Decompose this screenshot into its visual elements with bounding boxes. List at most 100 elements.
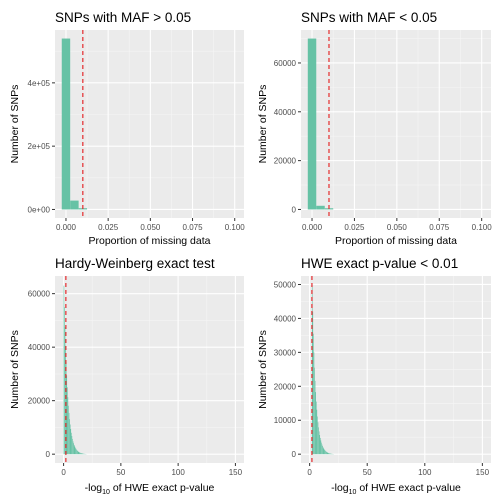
histogram-bar — [71, 432, 72, 455]
y-tick-label: 60000 — [274, 59, 297, 68]
histogram-bar — [69, 419, 70, 455]
y-tick-label: 0e+00 — [28, 205, 51, 214]
histogram-bar — [76, 450, 78, 455]
histogram-bar — [324, 449, 325, 455]
histogram-bar — [72, 438, 73, 455]
histogram-bar — [314, 380, 316, 455]
x-tick-label: 0.025 — [344, 223, 365, 232]
histogram-bar — [320, 437, 321, 455]
x-tick-label: 100 — [171, 468, 185, 477]
chart-title: SNPs with MAF > 0.05 — [55, 10, 191, 25]
y-tick-label: 0 — [292, 450, 297, 459]
plot-background — [301, 30, 491, 218]
histogram-bar — [77, 451, 79, 455]
x-tick-label: 0.000 — [56, 223, 77, 232]
x-axis-title: Proportion of missing data — [89, 235, 211, 247]
y-tick-label: 40000 — [28, 343, 51, 352]
histogram-bar — [63, 285, 65, 455]
histogram-bar — [316, 409, 318, 455]
y-axis-title: Number of SNPs — [257, 330, 269, 409]
histogram-bar — [70, 429, 72, 455]
x-axis-title-suffix: of HWE exact p-value — [110, 482, 215, 494]
histogram-bar — [72, 441, 74, 455]
x-axis-title-suffix: of HWE exact p-value — [356, 482, 461, 494]
histogram-bar — [321, 444, 323, 455]
chart-title: HWE exact p-value < 0.01 — [301, 256, 458, 271]
histogram-bar — [64, 327, 66, 455]
histogram-bar — [317, 422, 319, 455]
x-axis-title-prefix: -log — [85, 482, 103, 494]
histogram-bar — [79, 452, 80, 455]
histogram-bar — [68, 405, 69, 455]
y-tick-label: 60000 — [28, 290, 51, 299]
histogram-bar — [325, 451, 327, 455]
chart-title: Hardy-Weinberg exact test — [55, 256, 215, 271]
y-tick-label: 2e+05 — [28, 142, 51, 151]
histogram-bar — [330, 453, 331, 455]
y-tick-label: 20000 — [28, 397, 51, 406]
y-tick-label: 20000 — [274, 382, 297, 391]
histogram-bar — [316, 205, 325, 210]
histogram-bar — [323, 448, 325, 455]
x-axis-title: -log10 of HWE exact p-value — [85, 482, 215, 496]
histogram-bar — [71, 435, 73, 455]
histogram-bar — [65, 361, 67, 455]
chart-title: SNPs with MAF < 0.05 — [301, 10, 437, 25]
histogram-bar — [315, 401, 317, 455]
histogram-bar — [77, 450, 78, 455]
histogram-bar — [313, 352, 315, 455]
histogram-bar — [66, 375, 68, 455]
y-tick-label: 4e+05 — [28, 79, 51, 88]
histogram-bar — [326, 451, 327, 455]
histogram-bar — [67, 387, 68, 455]
x-tick-label: 0.100 — [472, 223, 493, 232]
x-tick-label: 150 — [476, 468, 490, 477]
histogram-bar — [70, 200, 79, 210]
histogram-bar — [312, 311, 314, 455]
histogram-bar — [329, 453, 331, 455]
chart-panel-1: 0.000 0.025 0.050 0.075 0.100 0e+00 2e+05 4e+05… — [9, 10, 245, 247]
histogram-bar — [80, 452, 81, 455]
y-tick-label: 10000 — [274, 416, 297, 425]
y-tick-label: 50000 — [274, 280, 297, 289]
y-axis-title: Number of SNPs — [257, 85, 269, 164]
histogram-bar — [319, 435, 321, 455]
histogram-bar — [314, 367, 315, 455]
histogram-bar — [78, 451, 80, 455]
histogram-bar — [81, 453, 82, 455]
histogram-bar — [317, 416, 318, 455]
histogram-bar — [75, 447, 76, 455]
x-tick-label: 0.000 — [302, 223, 323, 232]
histogram-bar — [313, 333, 314, 455]
x-axis-title: -log10 of HWE exact p-value — [331, 482, 461, 496]
histogram-bar — [320, 440, 322, 455]
histogram-bar — [75, 448, 77, 455]
x-tick-label: 100 — [418, 468, 432, 477]
x-axis-title-prefix: -log — [331, 482, 349, 494]
y-tick-label: 0 — [46, 450, 51, 459]
histogram-bar — [74, 446, 76, 455]
x-tick-label: 0.050 — [140, 223, 161, 232]
histogram-bar — [69, 424, 71, 455]
y-tick-label: 0 — [292, 205, 297, 214]
plot-background — [55, 30, 244, 218]
histogram-bar — [326, 452, 328, 455]
histogram-bar — [76, 449, 77, 455]
chart-panel-3: 0 50 100 150 0 20000 40000 60000 Hardy-Weinberg … — [9, 256, 244, 496]
histogram-bar — [325, 450, 326, 455]
x-tick-label: 0.025 — [98, 223, 119, 232]
histogram-bar — [315, 392, 316, 455]
histogram-bar — [79, 452, 81, 455]
histogram-bar — [80, 453, 82, 455]
histogram-bar — [329, 453, 330, 455]
histogram-bar — [307, 38, 317, 210]
histogram-bar — [324, 450, 326, 455]
y-axis-title: Number of SNPs — [9, 85, 21, 164]
y-tick-label: 30000 — [274, 348, 297, 357]
histogram-bar — [327, 452, 329, 455]
histogram-bar — [328, 453, 330, 455]
x-tick-label: 0.075 — [429, 223, 450, 232]
y-tick-label: 40000 — [274, 108, 297, 117]
histogram-bar — [65, 345, 66, 455]
